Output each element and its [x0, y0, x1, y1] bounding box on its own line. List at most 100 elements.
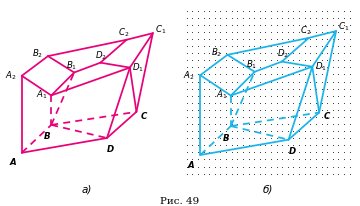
Point	[341, 172, 347, 176]
Point	[274, 172, 279, 176]
Point	[240, 88, 246, 91]
Point	[307, 102, 313, 105]
Point	[319, 81, 324, 84]
Point	[330, 123, 336, 126]
Point	[257, 137, 263, 140]
Point	[268, 109, 274, 112]
Point	[217, 165, 223, 168]
Point	[229, 66, 235, 70]
Point	[262, 88, 268, 91]
Point	[341, 88, 347, 91]
Point	[274, 123, 279, 126]
Point	[336, 172, 341, 176]
Point	[212, 45, 218, 49]
Point	[268, 81, 274, 84]
Point	[251, 59, 257, 63]
Point	[189, 102, 195, 105]
Point	[262, 52, 268, 56]
Point	[313, 172, 319, 176]
Point	[302, 123, 307, 126]
Point	[229, 31, 235, 34]
Point	[184, 137, 190, 140]
Point	[291, 144, 296, 147]
Point	[302, 24, 307, 27]
Point	[223, 144, 229, 147]
Point	[206, 137, 212, 140]
Point	[313, 88, 319, 91]
Point	[336, 137, 341, 140]
Point	[296, 24, 302, 27]
Point	[285, 116, 291, 119]
Point	[240, 151, 246, 154]
Point	[212, 137, 218, 140]
Point	[223, 137, 229, 140]
Point	[223, 59, 229, 63]
Point	[201, 165, 207, 168]
Text: $B_1$: $B_1$	[247, 58, 258, 70]
Point	[184, 10, 190, 13]
Text: A: A	[188, 160, 194, 169]
Point	[189, 151, 195, 154]
Point	[189, 172, 195, 176]
Point	[206, 17, 212, 20]
Point	[251, 73, 257, 77]
Point	[257, 102, 263, 105]
Point	[330, 144, 336, 147]
Point	[257, 10, 263, 13]
Point	[336, 123, 341, 126]
Point	[336, 144, 341, 147]
Point	[274, 116, 279, 119]
Point	[184, 52, 190, 56]
Point	[341, 123, 347, 126]
Point	[313, 109, 319, 112]
Text: $B_2$: $B_2$	[211, 46, 222, 58]
Point	[201, 137, 207, 140]
Point	[234, 123, 240, 126]
Point	[246, 172, 251, 176]
Point	[307, 17, 313, 20]
Point	[262, 102, 268, 105]
Point	[302, 59, 307, 63]
Point	[291, 116, 296, 119]
Point	[246, 165, 251, 168]
Point	[212, 95, 218, 98]
Point	[184, 102, 190, 105]
Point	[341, 109, 347, 112]
Point	[234, 66, 240, 70]
Point	[274, 137, 279, 140]
Point	[307, 172, 313, 176]
Point	[336, 130, 341, 133]
Point	[229, 88, 235, 91]
Point	[330, 116, 336, 119]
Point	[223, 172, 229, 176]
Point	[206, 95, 212, 98]
Point	[296, 137, 302, 140]
Point	[302, 45, 307, 49]
Point	[189, 45, 195, 49]
Point	[347, 137, 352, 140]
Point	[189, 95, 195, 98]
Point	[319, 109, 324, 112]
Point	[268, 172, 274, 176]
Text: $A_2$: $A_2$	[5, 69, 17, 82]
Point	[189, 116, 195, 119]
Point	[246, 88, 251, 91]
Point	[246, 52, 251, 56]
Point	[251, 130, 257, 133]
Point	[268, 17, 274, 20]
Point	[195, 66, 201, 70]
Point	[268, 137, 274, 140]
Point	[217, 116, 223, 119]
Point	[324, 45, 330, 49]
Point	[274, 52, 279, 56]
Point	[229, 45, 235, 49]
Point	[296, 10, 302, 13]
Point	[201, 38, 207, 41]
Point	[341, 130, 347, 133]
Point	[291, 151, 296, 154]
Point	[330, 137, 336, 140]
Point	[189, 130, 195, 133]
Point	[296, 73, 302, 77]
Point	[302, 137, 307, 140]
Point	[229, 151, 235, 154]
